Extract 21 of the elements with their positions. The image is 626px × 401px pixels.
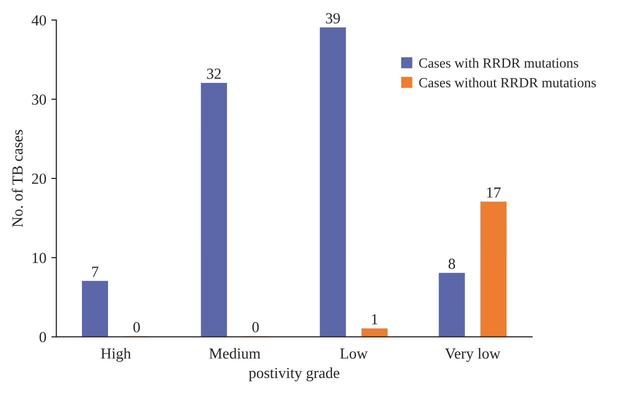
data-label: 0 <box>252 322 259 332</box>
y-tick-label: 0 <box>40 332 46 342</box>
x-axis-title: postivity grade <box>248 367 340 382</box>
y-tick-label: 20 <box>32 174 46 184</box>
x-tick-label: High <box>100 348 131 362</box>
data-label: 17 <box>487 187 501 198</box>
y-tick-label: 40 <box>32 15 46 26</box>
legend-label: Cases with RRDR mutations <box>419 58 578 68</box>
data-label: 7 <box>92 266 98 277</box>
data-label: 32 <box>207 68 221 79</box>
y-tick-label: 10 <box>32 252 46 264</box>
data-label: 1 <box>372 314 378 324</box>
data-label: 8 <box>448 258 456 269</box>
x-tick-label: Low <box>340 348 368 359</box>
x-tick-label: Medium <box>209 348 260 359</box>
y-axis-title: No. of TB cases <box>12 130 23 228</box>
y-tick-label: 30 <box>32 94 46 105</box>
x-tick-label: Very low <box>445 348 500 362</box>
legend-label: Cases without RRDR mutations <box>419 78 596 88</box>
data-label: 0 <box>133 322 140 332</box>
data-label: 39 <box>326 13 340 24</box>
